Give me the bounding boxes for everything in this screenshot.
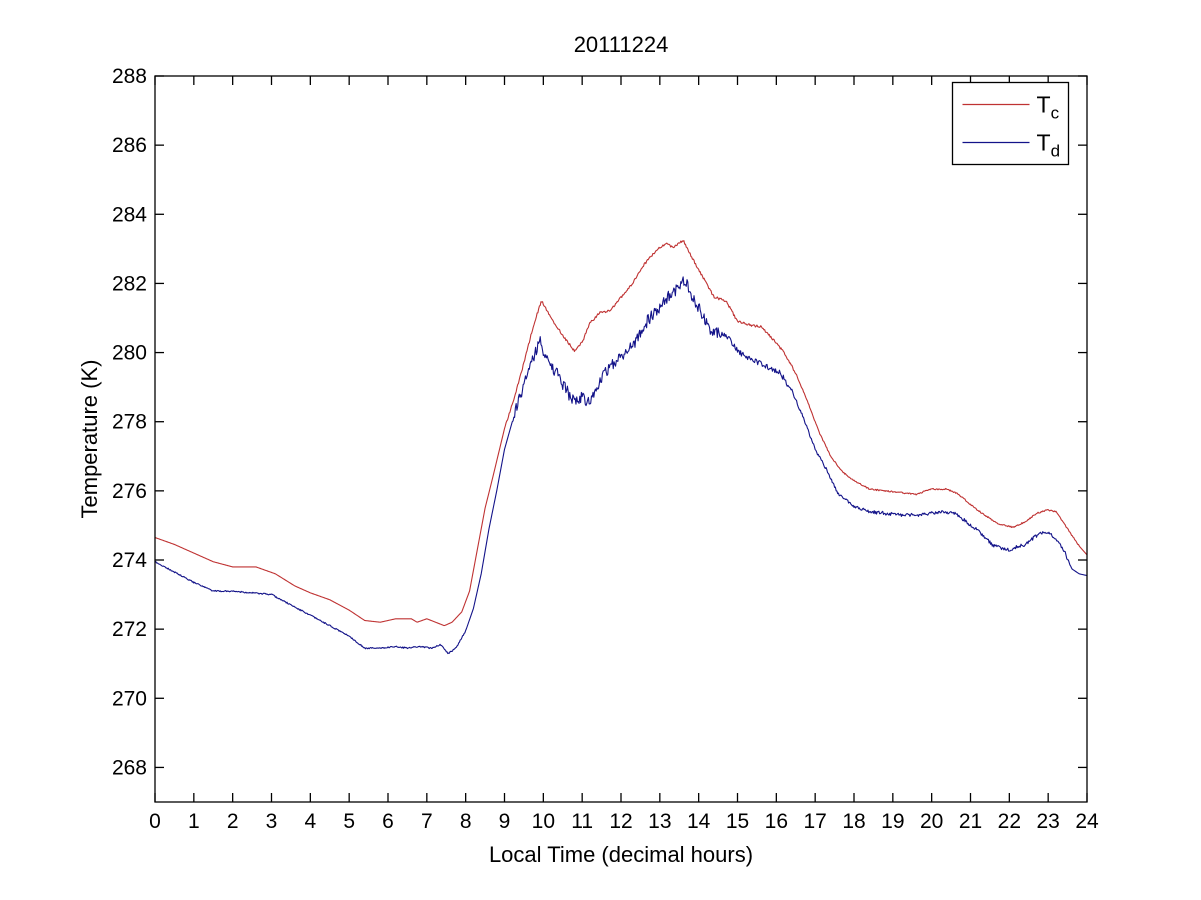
plot-area	[155, 76, 1087, 802]
x-tick-label: 0	[149, 810, 161, 833]
x-tick-label: 16	[765, 810, 788, 833]
legend-label-Td: Td	[1037, 130, 1061, 161]
y-tick-label: 274	[112, 549, 147, 572]
x-tick-label: 8	[460, 810, 472, 833]
x-tick-label: 14	[687, 810, 711, 833]
x-tick-label: 18	[842, 810, 865, 833]
x-tick-label: 22	[998, 810, 1021, 833]
x-tick-label: 2	[227, 810, 239, 833]
y-tick-label: 286	[112, 134, 147, 157]
x-tick-label: 11	[571, 810, 593, 833]
x-tick-label: 19	[881, 810, 904, 833]
x-tick-label: 10	[532, 810, 555, 833]
x-tick-label: 12	[609, 810, 632, 833]
y-tick-label: 270	[112, 687, 147, 710]
x-tick-label: 20	[920, 810, 943, 833]
y-tick-label: 276	[112, 480, 147, 503]
x-tick-label: 13	[648, 810, 671, 833]
x-tick-label: 4	[304, 810, 316, 833]
x-tick-label: 21	[959, 810, 982, 833]
x-tick-label: 9	[499, 810, 511, 833]
x-axis-label: Local Time (decimal hours)	[489, 842, 753, 867]
y-tick-label: 268	[112, 756, 147, 779]
chart-generated-content: 0 1 2 3 4 5 6 7 8 9 10 11 12 13 14 15 16 17 18 19 20 21 22 23 24…	[112, 65, 1099, 833]
legend-box	[951, 81, 1070, 166]
y-tick-label: 272	[112, 618, 147, 641]
series-Tc-line	[154, 240, 1088, 627]
x-tick-label: 15	[726, 810, 749, 833]
legend-label-Tc: Tc	[1037, 92, 1060, 123]
x-tick-label: 17	[803, 810, 826, 833]
y-tick-label: 278	[112, 411, 147, 434]
x-tick-label: 23	[1036, 810, 1059, 833]
x-tick-label: 1	[188, 810, 200, 833]
chart-title: 20111224	[574, 32, 669, 57]
series-Td-line	[154, 276, 1088, 655]
y-tick-label: 282	[112, 272, 147, 295]
x-tick-label: 24	[1075, 810, 1099, 833]
x-tick-label: 3	[266, 810, 278, 833]
y-tick-label: 288	[112, 65, 147, 88]
y-tick-label: 284	[112, 203, 147, 226]
x-tick-label: 7	[421, 810, 433, 833]
x-tick-label: 5	[343, 810, 355, 833]
axes-box	[154, 75, 1088, 803]
x-tick-label: 6	[382, 810, 394, 833]
y-tick-label: 280	[112, 342, 147, 365]
y-axis-label: Temperature (K)	[77, 360, 102, 519]
